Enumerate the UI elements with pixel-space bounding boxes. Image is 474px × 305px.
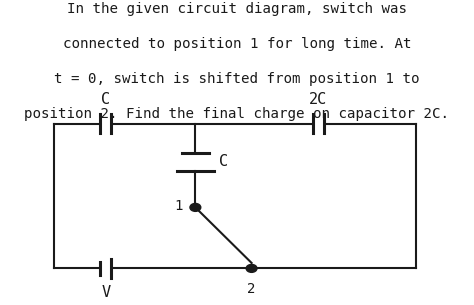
Text: In the given circuit diagram, switch was: In the given circuit diagram, switch was — [67, 2, 407, 16]
Text: 2: 2 — [247, 282, 256, 296]
Circle shape — [246, 264, 257, 272]
Text: C: C — [219, 154, 228, 169]
Text: t = 0, switch is shifted from position 1 to: t = 0, switch is shifted from position 1… — [54, 72, 420, 86]
Text: position 2. Find the final charge on capacitor 2C.: position 2. Find the final charge on cap… — [25, 107, 449, 121]
Text: C: C — [101, 92, 110, 107]
Circle shape — [190, 203, 201, 211]
Text: V: V — [101, 285, 110, 300]
Text: connected to position 1 for long time. At: connected to position 1 for long time. A… — [63, 37, 411, 51]
Text: 1: 1 — [174, 199, 183, 213]
Text: 2C: 2C — [309, 92, 328, 107]
